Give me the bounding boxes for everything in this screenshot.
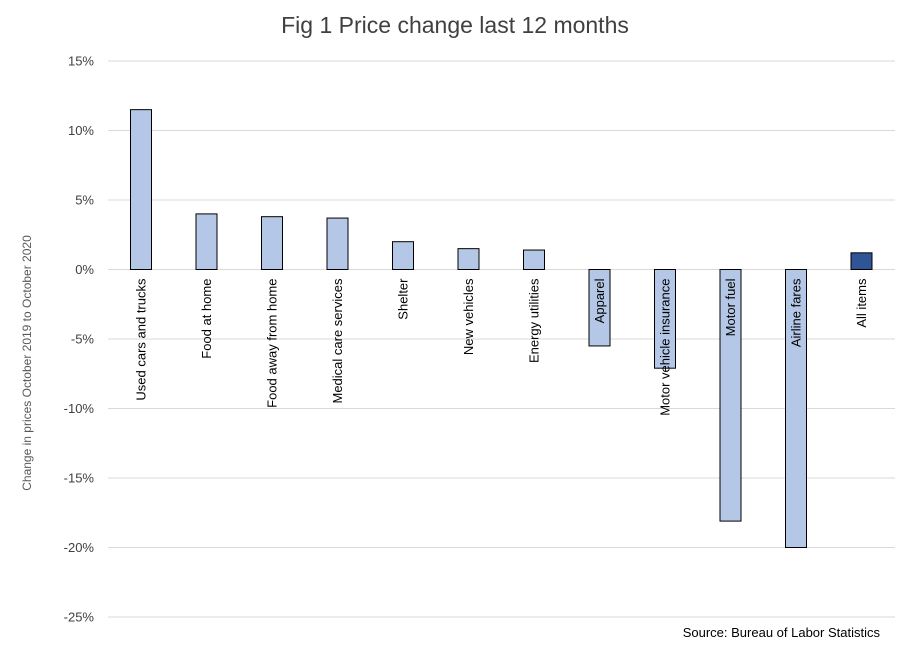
category-labels: Used cars and trucks Food at home Food awa… (134, 278, 870, 416)
bar-airline-fares (785, 269, 807, 548)
y-tick-label: -10% (64, 401, 95, 416)
bar-apparel (588, 269, 611, 347)
category-label: Apparel (592, 278, 607, 323)
y-tick-label: -15% (64, 471, 95, 486)
gridlines (108, 60, 895, 618)
y-axis-title: Change in prices October 2019 to October… (20, 235, 34, 491)
category-label: Motor fuel (723, 278, 738, 336)
category-label: Energy utilities (527, 278, 542, 363)
y-tick-label: -5% (71, 332, 95, 347)
category-label: Used cars and trucks (134, 278, 149, 401)
y-tick-label: 15% (68, 54, 94, 69)
bar-energy-utilities (523, 249, 545, 270)
source-note: Source: Bureau of Labor Statistics (683, 625, 881, 640)
y-tick-label: 0% (75, 262, 94, 277)
bar-medical-care-services (326, 217, 349, 271)
y-tick-label: 5% (75, 193, 94, 208)
chart-title: Fig 1 Price change last 12 months (281, 12, 629, 38)
category-label: Motor vehicle insurance (658, 279, 673, 416)
bar-motor-vehicle-insurance (654, 269, 676, 369)
category-label: Food at home (199, 279, 214, 359)
y-tick-labels: 15% 10% 5% 0% -5% -10% -15% -20% -25% (64, 54, 95, 625)
bar-food-away-from-home (261, 216, 283, 270)
category-label: Shelter (396, 278, 411, 320)
bar-shelter (392, 241, 414, 270)
bar-new-vehicles (457, 248, 480, 270)
bars (130, 109, 873, 548)
y-tick-label: 10% (68, 123, 94, 138)
bar-food-at-home (195, 213, 218, 270)
category-label: Medical care services (330, 278, 345, 403)
category-label: Airline fares (789, 278, 804, 347)
bar-motor-fuel (719, 269, 742, 522)
bar-all-items (850, 252, 873, 271)
y-tick-label: -20% (64, 540, 95, 555)
y-tick-label: -25% (64, 610, 95, 625)
category-label: Food away from home (265, 279, 280, 408)
category-label: All items (854, 278, 869, 328)
category-label: New vehicles (461, 278, 476, 355)
bar-used-cars-and-trucks (130, 109, 152, 271)
